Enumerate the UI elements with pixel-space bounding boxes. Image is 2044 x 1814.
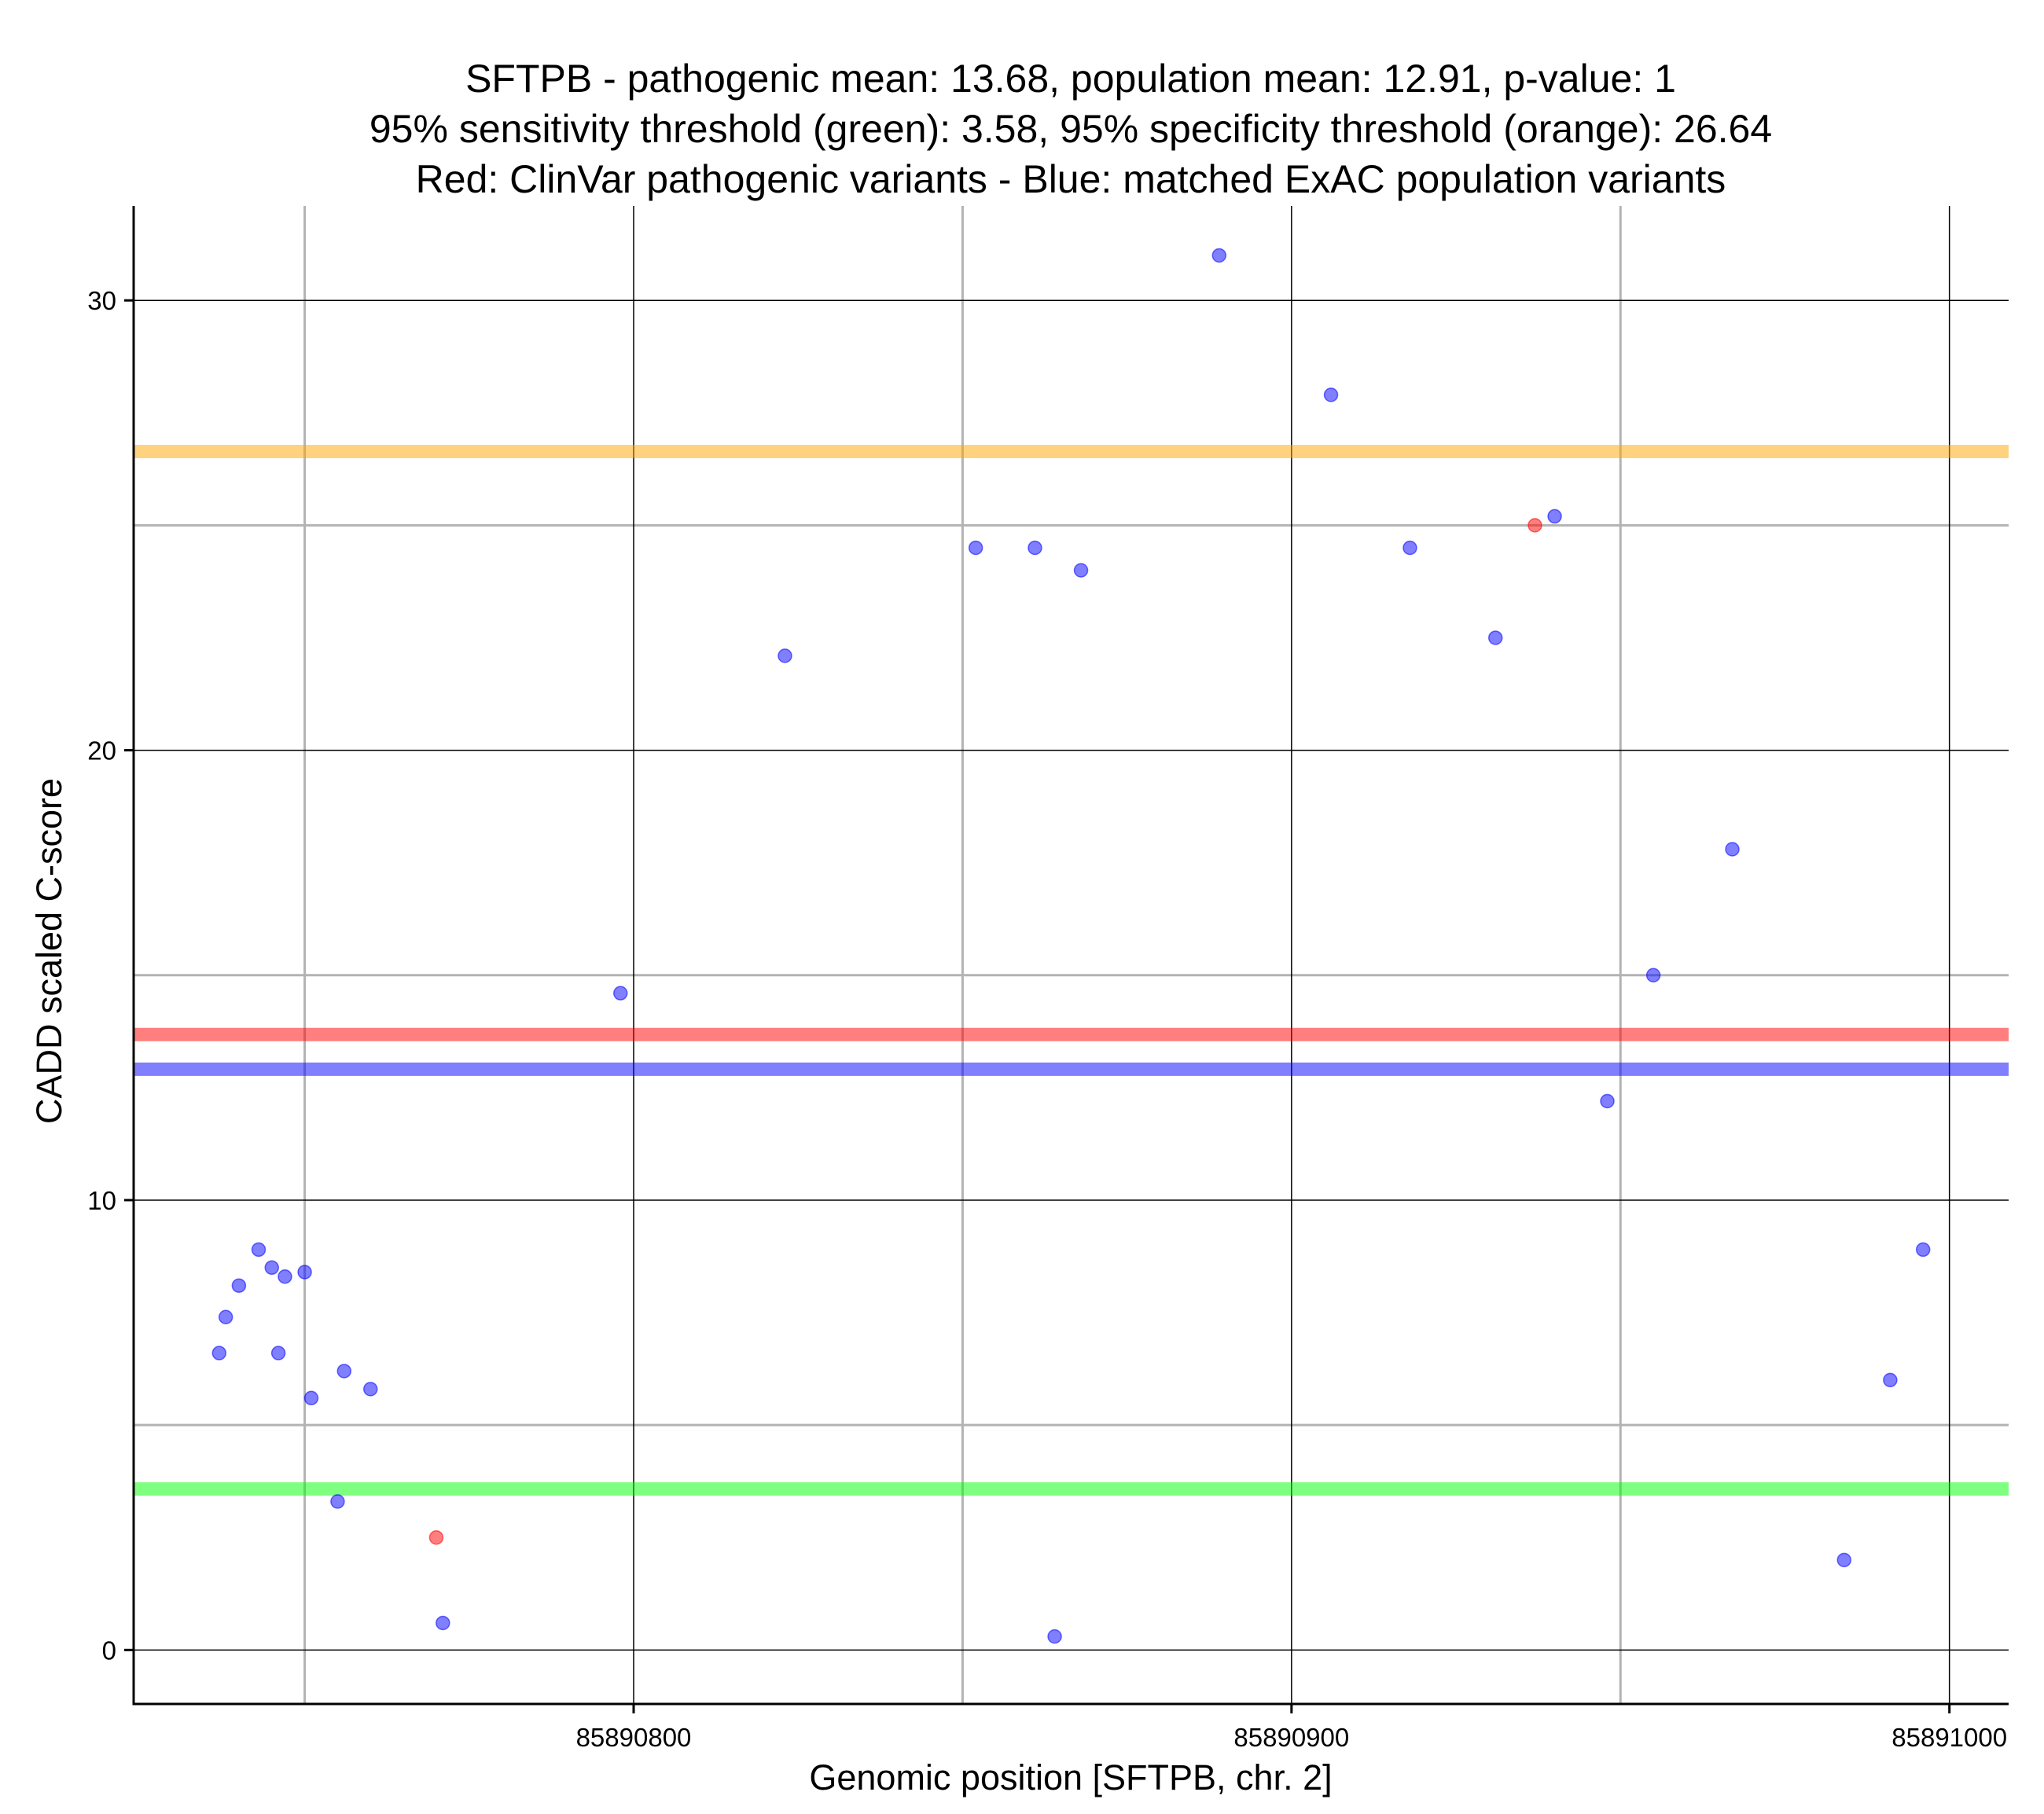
data-point — [1323, 387, 1339, 402]
data-point — [1028, 540, 1042, 556]
data-point — [1211, 248, 1227, 263]
data-point — [1915, 1242, 1931, 1258]
x-tick-label: 85891000 — [1891, 1723, 2007, 1752]
axes — [132, 206, 2009, 1706]
data-point — [1645, 968, 1661, 983]
reference-lines — [134, 445, 2009, 1496]
data-point — [1883, 1372, 1898, 1388]
data-point — [613, 986, 628, 1001]
data-point — [1547, 509, 1562, 524]
data-point — [264, 1260, 279, 1276]
data-point — [270, 1346, 286, 1360]
chart-title: SFTPB - pathogenic mean: 13.68, populati… — [369, 57, 1772, 201]
y-tick-label: 0 — [102, 1636, 116, 1665]
data-point — [278, 1269, 292, 1284]
data-point — [363, 1382, 378, 1397]
data-point — [330, 1494, 345, 1509]
data-point — [1600, 1093, 1615, 1109]
data-point — [1725, 842, 1740, 857]
title-line-3: Red: ClinVar pathogenic variants - Blue:… — [416, 157, 1726, 201]
data-point — [1836, 1552, 1852, 1568]
data-point — [428, 1529, 444, 1545]
data-point — [1488, 630, 1503, 645]
data-point — [1073, 563, 1089, 578]
y-tick-label: 20 — [87, 736, 116, 766]
data-point — [297, 1265, 312, 1280]
data-point — [231, 1278, 247, 1293]
x-tick-label: 85890800 — [576, 1723, 692, 1752]
data-point — [336, 1364, 352, 1379]
tick-labels: 85890800 85890900 85891000 0 10 20 30 — [87, 286, 2007, 1752]
data-point — [778, 648, 792, 663]
data-point — [251, 1242, 267, 1258]
data-point — [1527, 518, 1542, 533]
data-point — [1047, 1629, 1062, 1644]
data-point — [218, 1309, 233, 1325]
data-point — [1402, 540, 1417, 556]
grid — [134, 206, 2009, 1704]
y-axis-label: CADD scaled C-score — [29, 778, 69, 1124]
y-tick-label: 10 — [87, 1186, 116, 1215]
title-line-1: SFTPB - pathogenic mean: 13.68, populati… — [465, 57, 1676, 101]
data-point — [968, 540, 983, 556]
y-tick-label: 30 — [87, 286, 116, 315]
data-point — [436, 1615, 450, 1631]
x-axis-label: Genomic position [SFTPB, chr. 2] — [809, 1757, 1332, 1797]
data-point — [211, 1346, 227, 1360]
data-point — [303, 1390, 319, 1406]
data-points — [211, 248, 1931, 1644]
title-line-2: 95% sensitivity threshold (green): 3.58,… — [369, 107, 1772, 151]
x-tick-label: 85890900 — [1233, 1723, 1349, 1752]
